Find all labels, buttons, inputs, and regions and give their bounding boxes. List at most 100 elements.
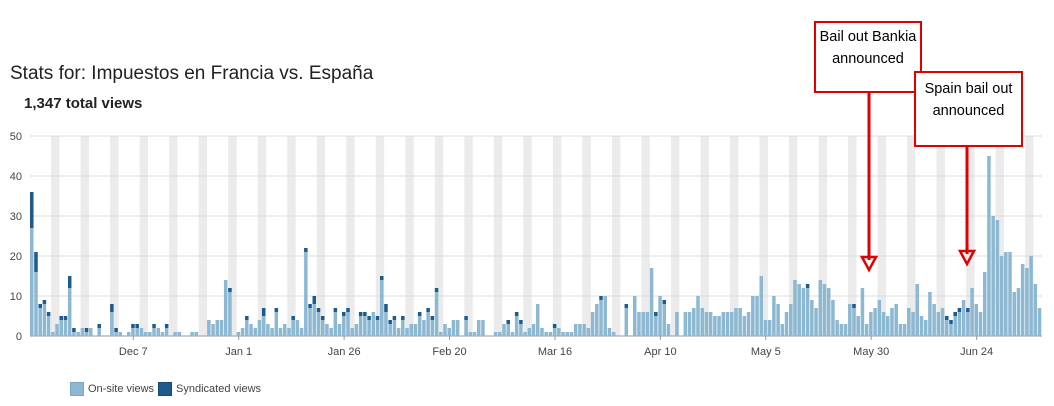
bar-onsite: [544, 332, 548, 336]
bar-onsite: [388, 324, 392, 336]
bar-syndicated: [131, 324, 135, 328]
bar-onsite: [658, 296, 662, 336]
bar-onsite: [211, 324, 215, 336]
bar-onsite: [1016, 288, 1021, 336]
bar-onsite: [1029, 256, 1033, 336]
bar-onsite: [700, 308, 704, 336]
bar-onsite: [59, 320, 64, 336]
bar-onsite: [97, 328, 101, 336]
bar-onsite: [717, 316, 721, 336]
bar-onsite: [595, 304, 599, 336]
bar-syndicated: [34, 252, 38, 272]
bar-onsite: [308, 308, 312, 336]
bar-onsite: [375, 320, 380, 336]
bar-onsite: [367, 320, 371, 336]
bar-onsite: [848, 304, 852, 336]
bar-onsite: [945, 320, 949, 336]
bar-onsite: [76, 332, 80, 336]
bar-syndicated: [72, 328, 76, 332]
bar-onsite: [249, 324, 253, 336]
bar-onsite: [582, 324, 586, 336]
bar-onsite: [481, 320, 485, 336]
bar-onsite: [961, 300, 966, 336]
bar-syndicated: [624, 304, 629, 308]
bar-onsite: [936, 312, 941, 336]
bar-onsite: [869, 312, 873, 336]
bar-onsite: [654, 316, 658, 336]
weekend-band: [729, 136, 739, 336]
bar-onsite: [143, 332, 148, 336]
bar-onsite: [995, 220, 1000, 336]
bar-syndicated: [434, 288, 439, 292]
bar-syndicated: [164, 324, 169, 328]
bar-onsite: [413, 324, 418, 336]
bar-syndicated: [506, 320, 510, 324]
bar-onsite: [384, 312, 388, 336]
bar-onsite: [304, 252, 308, 336]
bar-onsite: [337, 324, 342, 336]
weekend-band: [464, 136, 473, 336]
bar-onsite: [721, 312, 726, 336]
bar-onsite: [354, 324, 359, 336]
bar-onsite: [379, 280, 384, 336]
bar-onsite: [624, 308, 629, 336]
bar-syndicated: [59, 316, 64, 320]
bar-onsite: [552, 328, 557, 336]
bar-onsite: [1037, 308, 1042, 336]
x-tick-label: Jun 24: [960, 346, 993, 358]
bar-onsite: [856, 316, 860, 336]
weekend-band: [257, 136, 267, 336]
bar-onsite: [148, 332, 152, 336]
bar-onsite: [253, 328, 257, 336]
bar-onsite: [46, 316, 51, 336]
bar-onsite: [51, 332, 55, 336]
weekend-band: [80, 136, 90, 336]
weekend-band: [818, 136, 827, 336]
bar-syndicated: [274, 308, 279, 312]
bar-onsite: [793, 280, 797, 336]
bar-onsite: [548, 332, 553, 336]
bar-syndicated: [363, 312, 367, 316]
bar-onsite: [67, 288, 72, 336]
bar-onsite: [346, 312, 350, 336]
bar-onsite: [523, 332, 527, 336]
bar-onsite: [890, 308, 894, 336]
bar-onsite: [666, 324, 671, 336]
bar-onsite: [578, 324, 582, 336]
bar-onsite: [451, 320, 456, 336]
bar-syndicated: [514, 312, 519, 316]
weekend-bands: [51, 136, 1034, 336]
bar-syndicated: [430, 316, 435, 320]
bar-onsite: [957, 312, 962, 336]
bar-syndicated: [110, 304, 114, 312]
bar-onsite: [557, 328, 561, 336]
bar-syndicated: [426, 308, 430, 312]
bar-onsite: [561, 332, 565, 336]
y-tick-label: 40: [10, 171, 22, 183]
bar-onsite: [228, 292, 232, 336]
bar-onsite: [999, 256, 1004, 336]
bar-syndicated: [114, 328, 118, 332]
bar-onsite: [586, 328, 591, 336]
legend: On-site views Syndicated views: [70, 382, 261, 396]
bar-syndicated: [316, 308, 321, 312]
x-tick-label: May 5: [751, 346, 781, 358]
bar-onsite: [898, 324, 903, 336]
bar-onsite: [207, 320, 211, 336]
bar-onsite: [126, 332, 131, 336]
bar-onsite: [708, 312, 713, 336]
x-tick-label: Dec 7: [119, 346, 148, 358]
chart-title: Stats for: Impuestos en Francia vs. Espa…: [10, 63, 374, 84]
bar-onsite: [506, 324, 510, 336]
bar-syndicated: [245, 316, 249, 320]
bar-onsite: [599, 300, 603, 336]
bar-onsite: [173, 332, 177, 336]
bar-onsite: [894, 304, 898, 336]
weekend-band: [228, 136, 237, 336]
bar-onsite: [135, 328, 139, 336]
weekend-band: [641, 136, 650, 336]
bar-syndicated: [519, 320, 523, 324]
bar-onsite: [236, 332, 241, 336]
bar-onsite: [637, 312, 641, 336]
bar-syndicated: [417, 312, 422, 316]
